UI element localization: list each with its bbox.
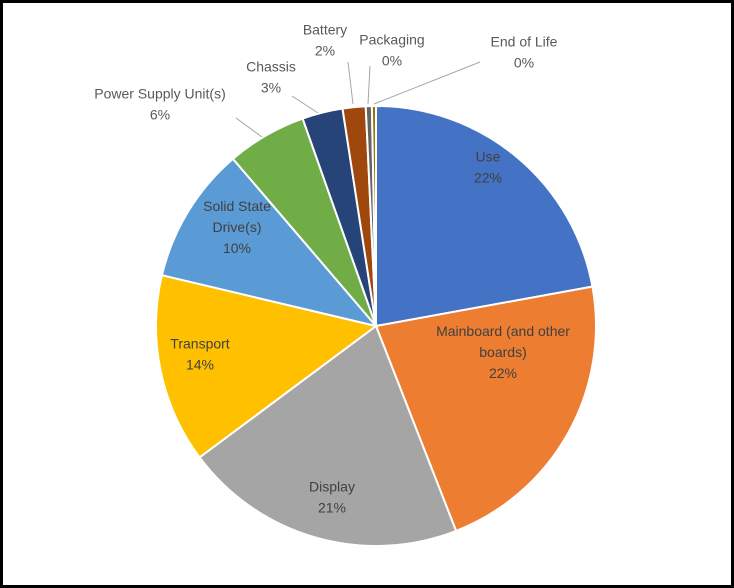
leader-line <box>373 61 481 105</box>
slice-labels: Use 22% Mainboard (and other boards) 22% Disp… <box>94 22 570 516</box>
leader-line <box>367 65 371 105</box>
data-label: Chassis 3% <box>246 59 296 96</box>
data-label: Mainboard (and other boards) 22% <box>436 323 570 381</box>
pie-slice <box>198 324 458 547</box>
leader-lines <box>235 61 481 138</box>
data-label: Transport 14% <box>170 336 230 373</box>
pie-slice <box>374 285 597 533</box>
data-label: Use 22% <box>474 149 502 186</box>
data-label: Power Supply Unit(s) 6% <box>94 86 226 123</box>
pie-slice <box>370 104 377 327</box>
data-label: Display 21% <box>309 479 355 516</box>
data-label: End of Life 0% <box>491 34 558 71</box>
data-label: Solid State Drive(s) 10% <box>203 198 271 256</box>
pie-slice <box>160 157 379 328</box>
pie-slice <box>155 273 379 459</box>
leader-line <box>291 95 319 114</box>
pie-slice <box>375 104 594 328</box>
data-label: Battery 2% <box>303 22 347 59</box>
leader-line <box>235 117 263 138</box>
leader-line <box>347 61 354 105</box>
pie-slices <box>155 104 597 547</box>
data-label: Packaging 0% <box>359 32 424 69</box>
